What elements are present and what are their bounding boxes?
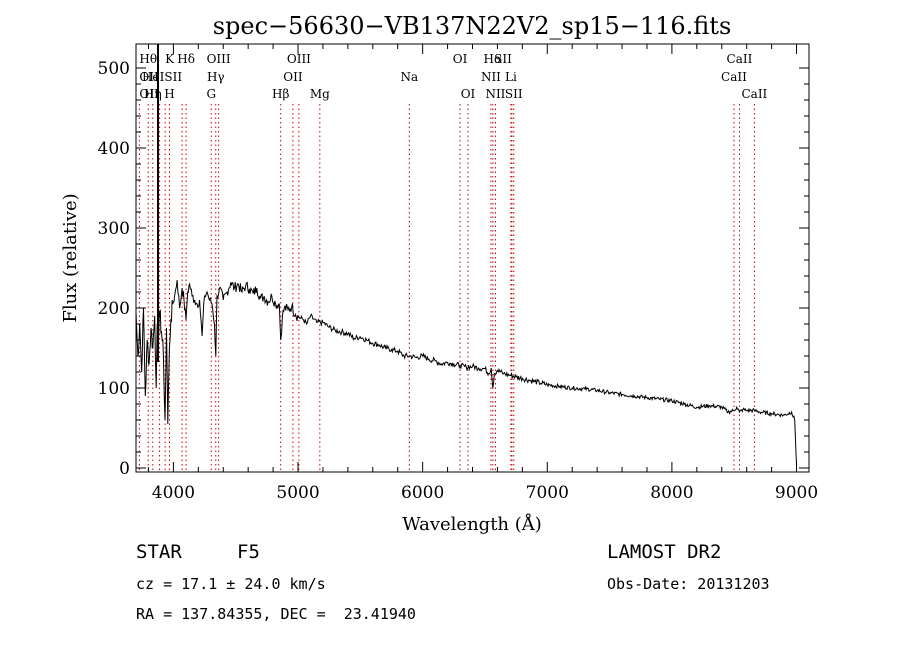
line-label: OIII bbox=[207, 52, 231, 66]
plot-frame bbox=[135, 43, 810, 473]
line-label: Hη bbox=[144, 87, 162, 101]
spectrum-line bbox=[135, 279, 797, 465]
y-tick-label: 200 bbox=[98, 299, 130, 319]
coordinates: RA = 137.84355, DEC = 23.41940 bbox=[136, 605, 416, 623]
line-label: OI bbox=[461, 87, 476, 101]
y-tick-label: 0 bbox=[119, 459, 130, 479]
line-label: NII bbox=[485, 87, 505, 101]
survey-name: LAMOST DR2 bbox=[607, 541, 722, 563]
y-tick-label: 400 bbox=[98, 139, 130, 159]
object-class: STAR bbox=[136, 541, 182, 563]
x-tick-label: 4000 bbox=[152, 483, 195, 503]
x-tick-label: 8000 bbox=[650, 483, 693, 503]
axis-tick-labels: 4000 5000 6000 7000 8000 9000 0 100 200 300 400 500 bbox=[98, 59, 819, 503]
line-label: OIII bbox=[287, 52, 311, 66]
spectral-line-markers bbox=[138, 104, 755, 472]
line-label: OII bbox=[139, 70, 159, 84]
line-label: SII bbox=[494, 52, 512, 66]
line-label: He bbox=[142, 70, 160, 84]
line-label: Li bbox=[505, 70, 517, 84]
line-label: CaII bbox=[721, 70, 747, 84]
x-tick-label: 5000 bbox=[276, 483, 319, 503]
line-label: Hβ bbox=[272, 87, 289, 101]
x-axis-label: Wavelength (Å) bbox=[402, 513, 542, 535]
line-label: Na bbox=[400, 70, 418, 84]
line-label: Hθ bbox=[139, 52, 157, 66]
line-label: Mg bbox=[310, 87, 330, 101]
redshift-value: cz = 17.1 ± 24.0 km/s bbox=[136, 575, 326, 593]
line-label: K bbox=[165, 52, 175, 66]
line-label: OII bbox=[139, 87, 159, 101]
x-tick-label: 7000 bbox=[526, 483, 569, 503]
line-label: Hδ bbox=[177, 52, 195, 66]
line-label: Hγ bbox=[207, 70, 225, 84]
line-label: G bbox=[206, 87, 216, 101]
line-label: Hα bbox=[484, 52, 503, 66]
line-label: CaII bbox=[741, 87, 767, 101]
line-label: OI bbox=[453, 52, 468, 66]
y-tick-label: 100 bbox=[98, 379, 130, 399]
chart-title: spec−56630−VB137N22V2_sp15−116.fits bbox=[213, 12, 732, 40]
line-label: OII bbox=[283, 70, 303, 84]
line-label: SII bbox=[505, 87, 523, 101]
y-tick-label: 500 bbox=[98, 59, 130, 79]
line-label: CaII bbox=[727, 52, 753, 66]
axis-ticks bbox=[136, 44, 809, 472]
line-label: NII bbox=[481, 70, 501, 84]
line-label: H bbox=[164, 87, 174, 101]
x-tick-label: 9000 bbox=[775, 483, 818, 503]
y-tick-label: 300 bbox=[98, 219, 130, 239]
object-subclass: F5 bbox=[237, 541, 260, 563]
line-label: ISII bbox=[160, 70, 183, 84]
x-tick-label: 6000 bbox=[401, 483, 444, 503]
obs-date: Obs-Date: 20131203 bbox=[607, 575, 770, 593]
y-axis-label: Flux (relative) bbox=[60, 193, 81, 322]
